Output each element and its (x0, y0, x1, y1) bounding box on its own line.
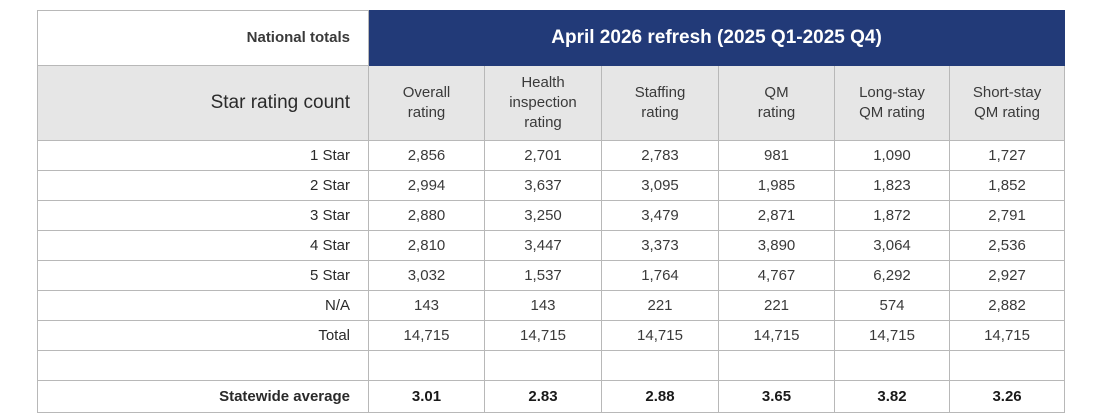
column-header-staffing-rating: Staffing rating (601, 65, 719, 141)
table-cell: 1,727 (948, 140, 1066, 171)
average-cell: 3.82 (834, 380, 950, 413)
table-row: 1 Star 2,856 2,701 2,783 981 1,090 1,727 (37, 140, 1066, 171)
row-label: Total (37, 320, 369, 351)
blank-cell (834, 350, 950, 381)
column-header-line: rating (757, 104, 796, 121)
table-cell: 2,791 (948, 200, 1066, 231)
column-header-line: Short-stay (972, 84, 1042, 101)
row-label: 5 Star (37, 260, 369, 291)
blank-cell (948, 350, 1066, 381)
column-header-line: rating (524, 114, 562, 131)
table-cell: 14,715 (834, 320, 950, 351)
table-cell: 2,871 (718, 200, 835, 231)
row-label: 4 Star (37, 230, 369, 261)
table-cell: 1,090 (834, 140, 950, 171)
table-cell: 3,890 (718, 230, 835, 261)
table-cell: 3,095 (601, 170, 719, 201)
column-header-line: Health (521, 74, 565, 91)
row-label: 1 Star (37, 140, 369, 171)
star-rating-count-header: Star rating count (37, 65, 369, 141)
table-cell: 1,872 (834, 200, 950, 231)
table-cell: 221 (601, 290, 719, 321)
table-row: 2 Star 2,994 3,637 3,095 1,985 1,823 1,852 (37, 170, 1066, 201)
table-cell: 2,856 (368, 140, 485, 171)
table-cell: 2,810 (368, 230, 485, 261)
national-totals-label: National totals (37, 10, 369, 66)
statewide-average-row: Statewide average 3.01 2.83 2.88 3.65 3.82 3.2… (37, 380, 1066, 413)
average-cell: 3.01 (368, 380, 485, 413)
column-header-line: inspection (509, 94, 577, 111)
blank-cell (718, 350, 835, 381)
title-row: National totals April 2026 refresh (2025… (37, 10, 1066, 66)
average-cell: 2.83 (484, 380, 602, 413)
column-header-line: QM (764, 84, 789, 101)
column-header-line: QM rating (859, 104, 925, 121)
table-row: Total 14,715 14,715 14,715 14,715 14,715 14,71… (37, 320, 1066, 351)
table-row: 3 Star 2,880 3,250 3,479 2,871 1,872 2,791 (37, 200, 1066, 231)
table-cell: 3,637 (484, 170, 602, 201)
table-cell: 981 (718, 140, 835, 171)
row-label: 2 Star (37, 170, 369, 201)
table-cell: 2,882 (948, 290, 1066, 321)
column-header-line: Long-stay (859, 84, 925, 101)
column-header-line: rating (641, 104, 679, 121)
blank-cell (37, 350, 369, 381)
table-cell: 3,032 (368, 260, 485, 291)
column-header-long-stay-qm-rating: Long-stay QM rating (834, 65, 950, 141)
table-cell: 4,767 (718, 260, 835, 291)
column-header-line: rating (407, 104, 446, 121)
table-cell: 14,715 (601, 320, 719, 351)
table-row: 5 Star 3,032 1,537 1,764 4,767 6,292 2,927 (37, 260, 1066, 291)
table-cell: 1,537 (484, 260, 602, 291)
average-cell: 3.65 (718, 380, 835, 413)
table-cell: 1,823 (834, 170, 950, 201)
column-header-line: QM rating (974, 104, 1040, 121)
table-cell: 2,701 (484, 140, 602, 171)
table-cell: 2,783 (601, 140, 719, 171)
table-cell: 3,479 (601, 200, 719, 231)
table-cell: 2,536 (948, 230, 1066, 261)
column-header-health-inspection-rating: Health inspection rating (484, 65, 602, 141)
column-header-short-stay-qm-rating: Short-stay QM rating (948, 65, 1066, 141)
row-label: N/A (37, 290, 369, 321)
table-cell: 2,927 (948, 260, 1066, 291)
statewide-average-label: Statewide average (37, 380, 369, 413)
refresh-period-header: April 2026 refresh (2025 Q1-2025 Q4) (367, 10, 1066, 66)
column-header-qm-rating: QM rating (718, 65, 835, 141)
column-header-line: Overall (402, 84, 451, 101)
average-cell: 2.88 (601, 380, 719, 413)
table-cell: 1,852 (948, 170, 1066, 201)
row-label: 3 Star (37, 200, 369, 231)
table-cell: 14,715 (718, 320, 835, 351)
table-cell: 3,373 (601, 230, 719, 261)
table-cell: 14,715 (948, 320, 1066, 351)
table-cell: 143 (368, 290, 485, 321)
table-cell: 6,292 (834, 260, 950, 291)
table-cell: 14,715 (368, 320, 485, 351)
column-header-overall-rating: Overall rating (368, 65, 485, 141)
table-cell: 2,880 (368, 200, 485, 231)
table-cell: 3,250 (484, 200, 602, 231)
table-cell: 14,715 (484, 320, 602, 351)
table-cell: 2,994 (368, 170, 485, 201)
blank-cell (368, 350, 485, 381)
blank-cell (484, 350, 602, 381)
table-row: N/A 143 143 221 221 574 2,882 (37, 290, 1066, 321)
table-row: 4 Star 2,810 3,447 3,373 3,890 3,064 2,536 (37, 230, 1066, 261)
table-cell: 3,064 (834, 230, 950, 261)
star-rating-table: National totals April 2026 refresh (2025… (37, 10, 1066, 413)
table-cell: 1,985 (718, 170, 835, 201)
table-cell: 3,447 (484, 230, 602, 261)
table-cell: 143 (484, 290, 602, 321)
average-cell: 3.26 (948, 380, 1066, 413)
blank-cell (601, 350, 719, 381)
table-cell: 221 (718, 290, 835, 321)
table-cell: 574 (834, 290, 950, 321)
column-header-line: Staffing (634, 84, 686, 101)
blank-row (37, 350, 1066, 381)
table-cell: 1,764 (601, 260, 719, 291)
column-header-row: Star rating count Overall rating Health ins… (37, 65, 1066, 141)
